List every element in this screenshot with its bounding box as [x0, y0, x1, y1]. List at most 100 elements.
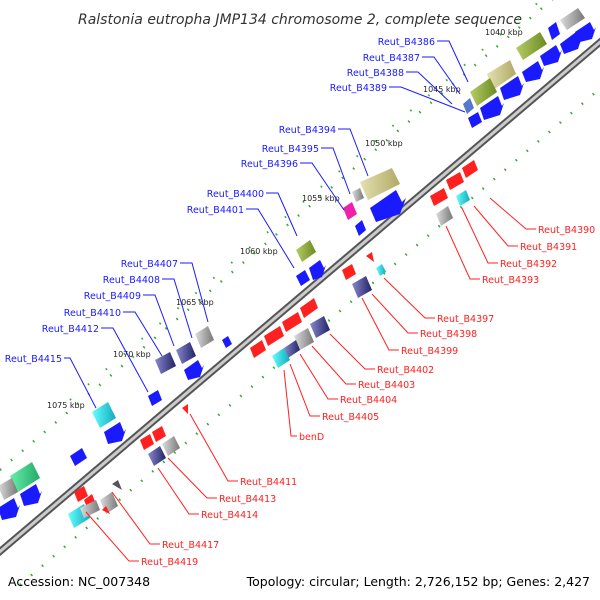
gene-feature[interactable]	[575, 22, 596, 42]
gene-feature[interactable]	[140, 434, 154, 450]
gene-label[interactable]: Reut_B4397	[437, 314, 494, 325]
gene-label[interactable]: Reut_B4408	[103, 275, 160, 286]
gene-feature[interactable]	[342, 264, 356, 280]
accession-text: Accession: NC_007348	[8, 574, 150, 589]
gene-feature[interactable]	[92, 402, 116, 428]
gene-feature[interactable]	[352, 188, 364, 202]
gene-label[interactable]: Reut_B4410	[64, 308, 121, 319]
gene-feature[interactable]	[355, 220, 366, 236]
gene-label[interactable]: Reut_B4412	[42, 324, 99, 335]
gene-label[interactable]: Reut_B4393	[482, 275, 539, 286]
gene-label[interactable]: Reut_B4417	[162, 540, 219, 551]
gene-label[interactable]: Reut_B4411	[240, 477, 297, 488]
gene-feature[interactable]	[80, 500, 100, 518]
gene-feature[interactable]	[182, 404, 188, 414]
gene-feature[interactable]	[102, 506, 110, 514]
gene-label[interactable]: Reut_B4399	[401, 346, 458, 357]
gene-feature[interactable]	[436, 206, 453, 226]
gene-feature[interactable]	[463, 98, 474, 114]
gene-feature[interactable]	[540, 45, 562, 66]
gene-label[interactable]: Reut_B4398	[420, 329, 477, 340]
gene-label[interactable]: Reut_B4395	[262, 144, 319, 155]
gene-feature[interactable]	[360, 168, 400, 200]
gene-label[interactable]: Reut_B4409	[84, 291, 141, 302]
gene-label[interactable]: Reut_B4419	[141, 557, 198, 568]
gene-label[interactable]: Reut_B4391	[520, 242, 577, 253]
gene-feature[interactable]	[0, 478, 18, 500]
gene-label[interactable]: Reut_B4392	[500, 259, 557, 270]
gene-feature[interactable]	[176, 342, 196, 364]
gene-feature[interactable]	[487, 60, 516, 90]
gene-label[interactable]: Reut_B4407	[121, 259, 178, 270]
gene-feature[interactable]	[522, 61, 544, 82]
gene-feature[interactable]	[112, 480, 122, 490]
gene-feature[interactable]	[148, 390, 162, 406]
gene-feature[interactable]	[560, 8, 585, 30]
gene-label[interactable]: Reut_B4388	[347, 68, 404, 79]
leader-line	[64, 357, 97, 409]
gene-feature[interactable]	[222, 336, 232, 348]
gene-label[interactable]: Reut_B4415	[5, 354, 62, 365]
gene-label[interactable]: Reut_B4402	[377, 365, 434, 376]
gene-feature[interactable]	[470, 78, 497, 106]
gene-label[interactable]: Reut_B4404	[340, 395, 397, 406]
gene-feature[interactable]	[309, 260, 326, 280]
gene-feature[interactable]	[148, 446, 166, 466]
gene-label[interactable]: Reut_B4389	[330, 83, 387, 94]
gene-feature[interactable]	[155, 352, 176, 374]
gene-label[interactable]: Reut_B4394	[279, 125, 336, 136]
reverse-strand-track	[68, 160, 478, 528]
leader-line	[389, 86, 466, 113]
gene-feature[interactable]	[462, 160, 478, 178]
gene-feature[interactable]	[310, 316, 330, 338]
gene-feature[interactable]	[343, 202, 357, 220]
gene-feature[interactable]	[468, 112, 482, 128]
gene-label[interactable]: Reut_B4386	[378, 37, 435, 48]
gene-feature[interactable]	[264, 326, 284, 346]
gene-feature[interactable]	[352, 276, 372, 298]
gene-feature[interactable]	[162, 436, 180, 456]
gene-feature[interactable]	[500, 76, 524, 100]
gene-label[interactable]: Reut_B4390	[538, 225, 595, 236]
gene-feature[interactable]	[184, 360, 204, 380]
gene-label[interactable]: Reut_B4403	[358, 380, 415, 391]
gene-feature[interactable]	[0, 498, 20, 520]
gene-feature[interactable]	[560, 32, 582, 54]
gene-feature[interactable]	[195, 326, 214, 348]
gene-label[interactable]: Reut_B4396	[241, 159, 298, 170]
gene-feature[interactable]	[446, 172, 464, 190]
gene-label[interactable]: Reut_B4400	[207, 189, 264, 200]
gene-feature[interactable]	[250, 340, 266, 358]
gene-feature[interactable]	[74, 486, 88, 502]
gene-feature[interactable]	[20, 484, 42, 506]
leader-line	[406, 71, 453, 105]
gene-label[interactable]: Reut_B4405	[322, 412, 379, 423]
gene-feature[interactable]	[100, 492, 118, 514]
gene-feature[interactable]	[70, 448, 87, 466]
gene-feature[interactable]	[282, 312, 302, 332]
gene-label[interactable]: Reut_B4414	[201, 510, 258, 521]
gene-label[interactable]: Reut_B4401	[187, 205, 244, 216]
gene-feature[interactable]	[548, 22, 560, 40]
leader-line	[473, 205, 518, 247]
gene-feature[interactable]	[376, 264, 386, 276]
gene-label[interactable]: Reut_B4413	[219, 494, 276, 505]
gene-feature[interactable]	[10, 462, 40, 492]
gene-feature[interactable]	[294, 328, 314, 350]
gene-feature[interactable]	[272, 348, 290, 368]
gene-label[interactable]: Reut_B4387	[363, 53, 420, 64]
gene-feature[interactable]	[456, 190, 470, 206]
gene-feature[interactable]	[152, 426, 166, 442]
gene-feature[interactable]	[296, 270, 310, 286]
gene-feature[interactable]	[284, 340, 300, 358]
gene-label[interactable]: benD	[299, 432, 324, 443]
gene-feature[interactable]	[370, 190, 406, 222]
gene-feature[interactable]	[296, 240, 316, 262]
label-leader-lines	[64, 40, 536, 562]
gene-feature[interactable]	[430, 188, 448, 206]
gene-feature[interactable]	[104, 422, 126, 444]
gene-feature[interactable]	[366, 252, 374, 262]
gene-feature[interactable]	[300, 298, 318, 318]
gene-feature[interactable]	[480, 96, 504, 120]
gene-feature[interactable]	[516, 32, 547, 60]
